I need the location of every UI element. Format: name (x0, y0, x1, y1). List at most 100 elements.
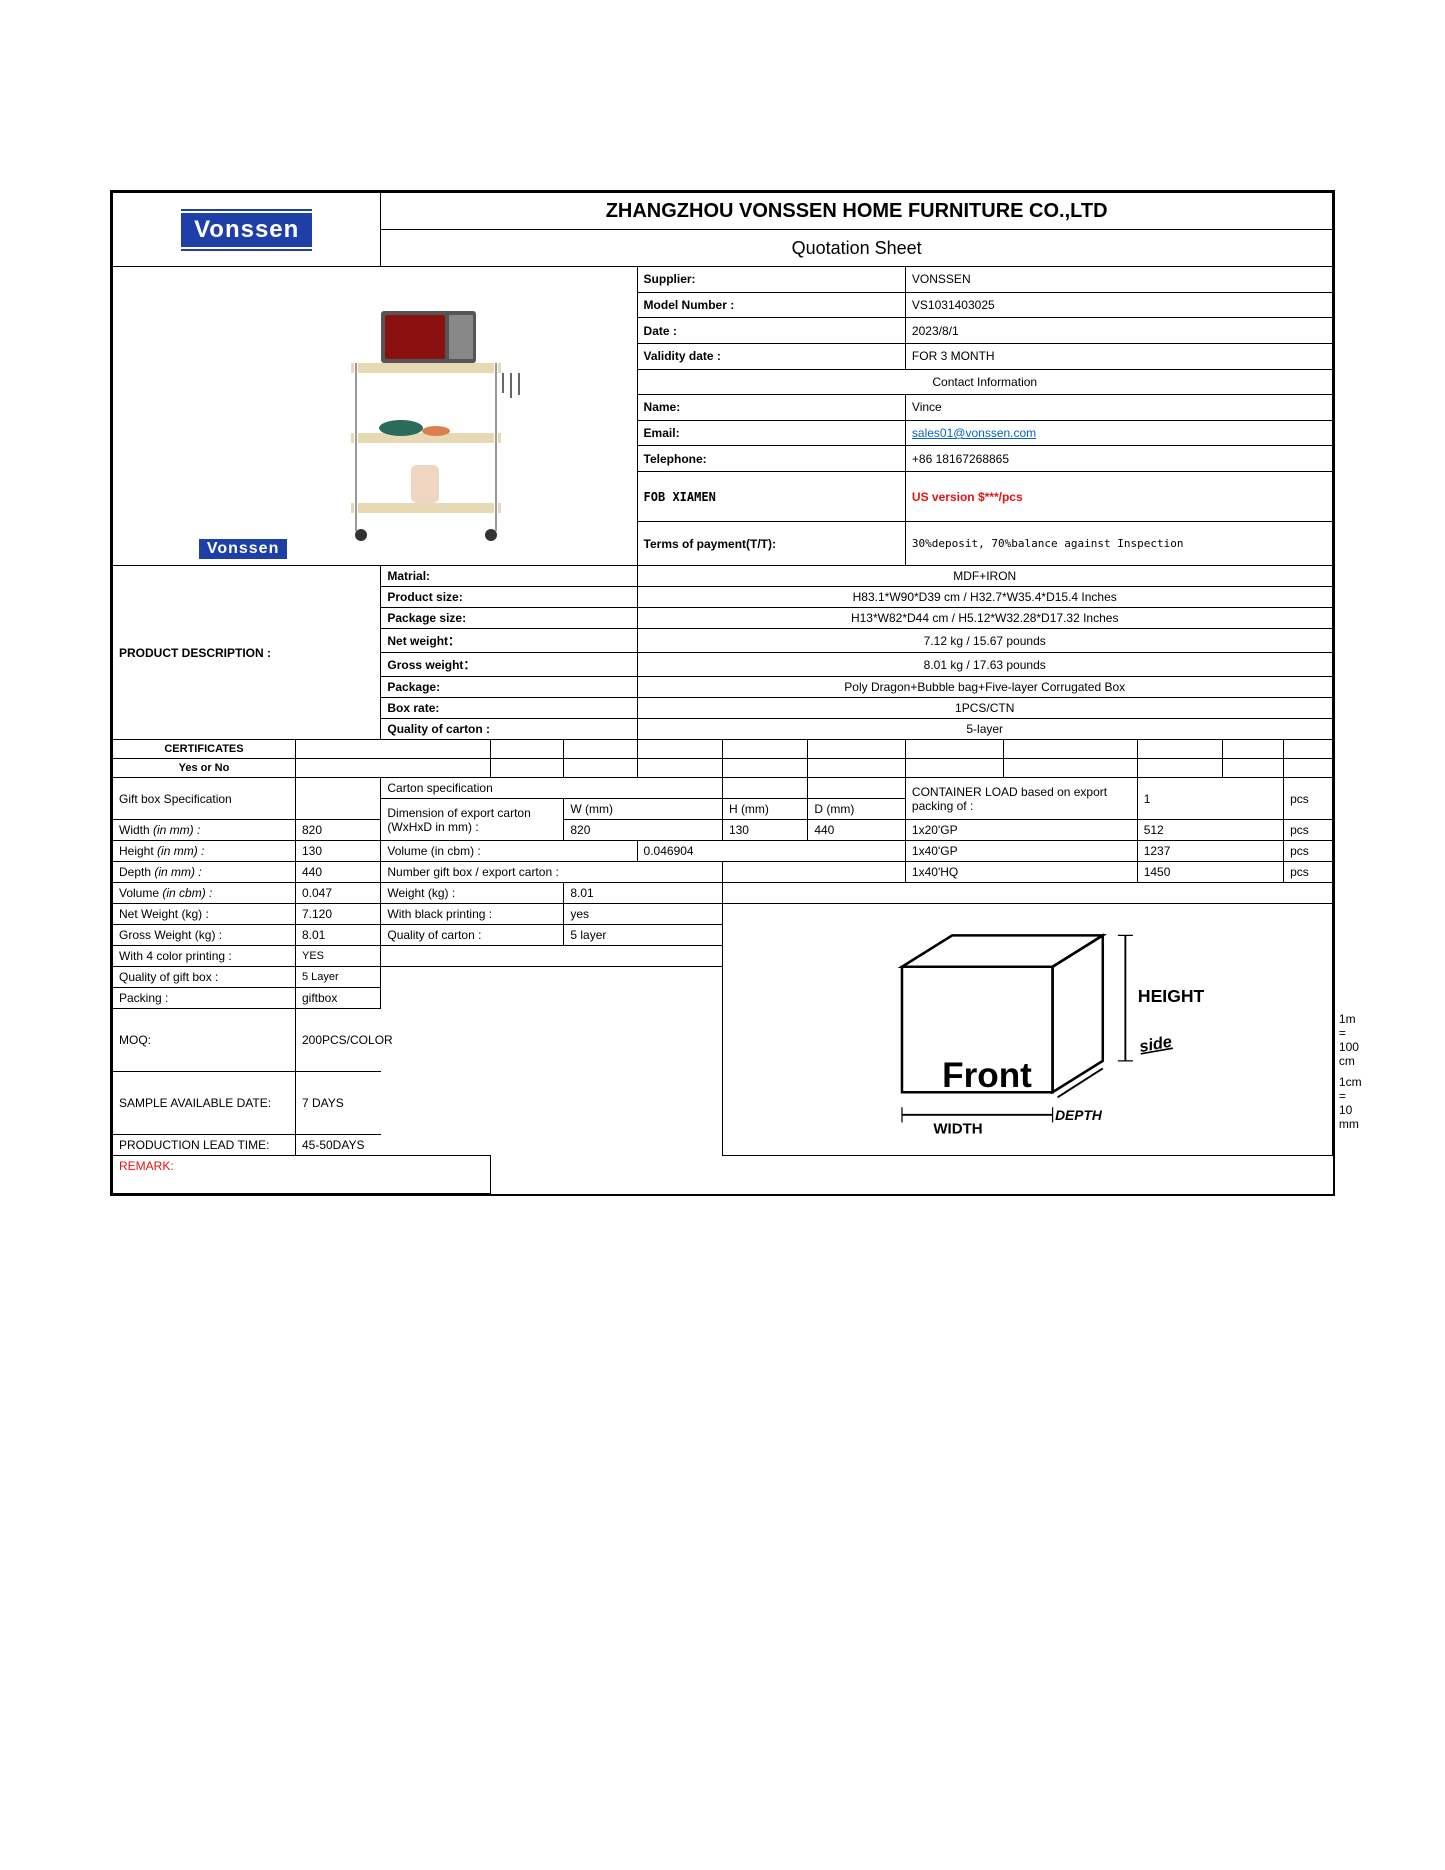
container-r1-name: 1x20'GP (905, 820, 1137, 841)
gb-depth-label: Depth (in mm) : (113, 862, 296, 883)
container-r1-qty: 512 (1137, 820, 1283, 841)
carton-wt-label: Weight (kg) : (381, 883, 564, 904)
contact-header: Contact Information (637, 369, 1332, 395)
date-value: 2023/8/1 (905, 318, 1332, 344)
cube-width-label: WIDTH (933, 1121, 982, 1138)
carton-quality-label: Quality of carton : (381, 719, 637, 740)
gb-gw-label: Gross Weight (kg) : (113, 925, 296, 946)
quotation-table: Vonssen ZHANGZHOU VONSSEN HOME FURNITURE… (112, 192, 1333, 1194)
carton-num-label: Number gift box / export carton : (381, 862, 723, 883)
company-name: ZHANGZHOU VONSSEN HOME FURNITURE CO.,LTD (381, 193, 1333, 230)
carton-title: Carton specification (381, 778, 723, 799)
email-link[interactable]: sales01@vonssen.com (912, 426, 1036, 440)
gb-lead: 45-50DAYS (295, 1135, 490, 1156)
carton-black-label: With black printing : (381, 904, 564, 925)
carton-q: 5 layer (564, 925, 723, 946)
fob-label: FOB XIAMEN (637, 472, 905, 522)
package-label: Package: (381, 677, 637, 698)
gross-weight-value: 8.01 kg / 17.63 pounds (637, 653, 1332, 677)
product-size-label: Product size: (381, 587, 637, 608)
container-r2-qty: 1237 (1137, 841, 1283, 862)
net-weight-label: Net weight： (381, 629, 637, 653)
gb-sample: 7 DAYS (295, 1072, 490, 1135)
cube-height-label: HEIGHT (1138, 986, 1205, 1006)
container-r0-unit: pcs (1284, 778, 1333, 820)
desc-label: PRODUCT DESCRIPTION : (113, 566, 381, 740)
terms-label: Terms of payment(T/T): (637, 522, 905, 566)
cube-depth-label: DEPTH (1055, 1108, 1103, 1123)
carton-d-label: D (mm) (808, 799, 906, 820)
gb-nw: 7.120 (295, 904, 380, 925)
carton-h: 130 (722, 820, 807, 841)
brand-logo-small: Vonssen (199, 539, 288, 559)
email-value[interactable]: sales01@vonssen.com (905, 420, 1332, 446)
cube-front-label: Front (942, 1056, 1032, 1095)
package-value: Poly Dragon+Bubble bag+Five-layer Corrug… (637, 677, 1332, 698)
gb-sample-label: SAMPLE AVAILABLE DATE: (113, 1072, 296, 1135)
carton-vol: 0.046904 (637, 841, 905, 862)
certificates-label: CERTIFICATES (113, 740, 296, 759)
gb-color-label: With 4 color printing : (113, 946, 296, 967)
gb-quality-label: Quality of gift box : (113, 967, 296, 988)
gb-height-label: Height (in mm) : (113, 841, 296, 862)
container-title: CONTAINER LOAD based on export packing o… (905, 778, 1137, 820)
gb-lead-label: PRODUCTION LEAD TIME: (113, 1135, 296, 1156)
net-weight-value: 7.12 kg / 15.67 pounds (637, 629, 1332, 653)
carton-black: yes (564, 904, 723, 925)
container-r3-name: 1x40'HQ (905, 862, 1137, 883)
box-rate-label: Box rate: (381, 698, 637, 719)
container-r3-unit: pcs (1284, 862, 1333, 883)
carton-h-label: H (mm) (722, 799, 807, 820)
carton-q-label: Quality of carton : (381, 925, 564, 946)
gb-gw: 8.01 (295, 925, 380, 946)
carton-d: 440 (808, 820, 906, 841)
supplier-label: Supplier: (637, 267, 905, 293)
gb-color: YES (295, 946, 380, 967)
product-illustration (291, 273, 551, 553)
gb-quality: 5 Layer (295, 967, 380, 988)
terms-value: 30%deposit, 70%balance against Inspectio… (905, 522, 1332, 566)
supplier-value: VONSSEN (905, 267, 1332, 293)
gb-moq-label: MOQ: (113, 1009, 296, 1072)
gb-width-label: Width (in mm) : (113, 820, 296, 841)
tel-label: Telephone: (637, 446, 905, 472)
name-label: Name: (637, 395, 905, 421)
model-value: VS1031403025 (905, 292, 1332, 318)
gb-moq: 200PCS/COLOR (295, 1009, 490, 1072)
sheet-title: Quotation Sheet (381, 230, 1333, 267)
name-value: Vince (905, 395, 1332, 421)
cube-diagram-cell: HEIGHT side Front WIDTH DEPTH (722, 904, 1332, 1156)
product-size-value: H83.1*W90*D39 cm / H32.7*W35.4*D15.4 Inc… (637, 587, 1332, 608)
fob-value: US version $***/pcs (905, 472, 1332, 522)
gross-weight-label: Gross weight： (381, 653, 637, 677)
gb-height: 130 (295, 841, 380, 862)
gb-width: 820 (295, 820, 380, 841)
carton-quality-value: 5-layer (637, 719, 1332, 740)
cube-diagram: HEIGHT side Front WIDTH DEPTH (723, 904, 1332, 1155)
giftbox-title: Gift box Specification (113, 778, 296, 820)
carton-wt: 8.01 (564, 883, 723, 904)
gb-packing-label: Packing : (113, 988, 296, 1009)
gb-nw-label: Net Weight (kg) : (113, 904, 296, 925)
cube-side-label: side (1138, 1033, 1173, 1056)
material-label: Matrial: (381, 566, 637, 587)
gb-depth: 440 (295, 862, 380, 883)
tel-value: +86 18167268865 (905, 446, 1332, 472)
carton-vol-label: Volume (in cbm) : (381, 841, 637, 862)
logo-cell: Vonssen (113, 193, 381, 267)
model-label: Model Number : (637, 292, 905, 318)
date-label: Date : (637, 318, 905, 344)
product-image-cell: Vonssen (113, 267, 638, 566)
container-r3-qty: 1450 (1137, 862, 1283, 883)
validity-label: Validity date : (637, 343, 905, 369)
email-label: Email: (637, 420, 905, 446)
package-size-value: H13*W82*D44 cm / H5.12*W32.28*D17.32 Inc… (637, 608, 1332, 629)
container-r1-unit: pcs (1284, 820, 1333, 841)
gb-volume-label: Volume (in cbm) : (113, 883, 296, 904)
container-r0-qty: 1 (1137, 778, 1283, 820)
gb-volume: 0.047 (295, 883, 380, 904)
container-r2-unit: pcs (1284, 841, 1333, 862)
carton-w: 820 (564, 820, 723, 841)
material-value: MDF+IRON (637, 566, 1332, 587)
brand-logo: Vonssen (181, 213, 312, 247)
